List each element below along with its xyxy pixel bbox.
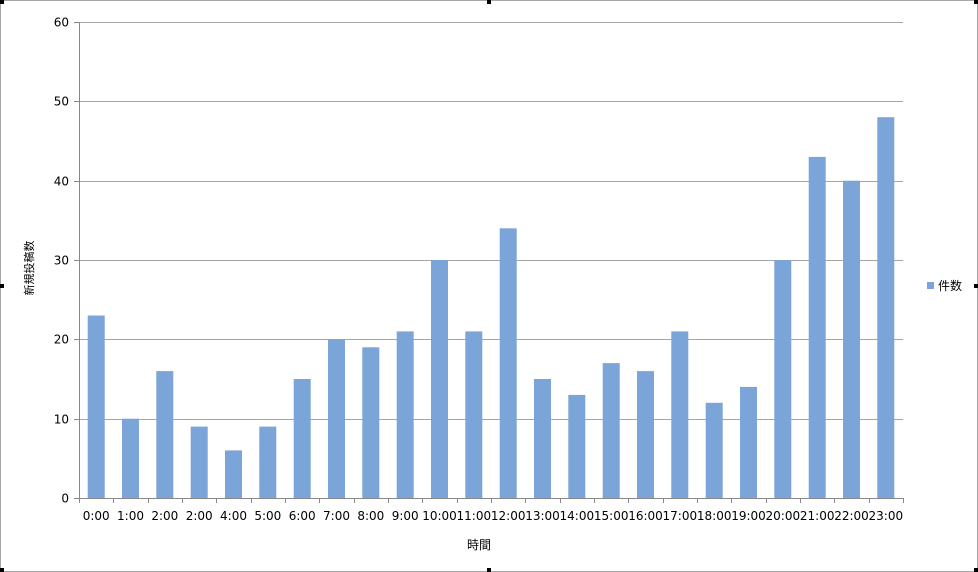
bar [225,450,242,498]
bar [499,228,517,499]
bar [122,418,139,498]
resize-handle-bottom-right[interactable] [974,568,978,572]
axes [79,22,904,503]
bar [156,371,174,498]
y-tick-label: 0 [61,492,69,506]
y-tick-label: 60 [54,16,69,30]
x-tick-label: 15:00 [594,509,629,523]
bar [362,347,380,498]
bars [87,117,895,499]
legend-swatch [927,282,934,289]
x-tick-label: 14:00 [560,509,595,523]
bar [637,371,654,498]
y-axis-title: 新規投稿数 [22,241,36,296]
x-tick-label: 23:00 [869,509,904,523]
x-axis-title: 時間 [467,538,491,552]
x-tick-label: 1:00 [117,509,144,523]
legend-label: 件数 [938,278,962,293]
bar [87,315,105,498]
resize-handle-middle-right[interactable] [974,284,978,288]
bar [431,260,448,498]
bar [740,386,757,498]
y-tick-label: 50 [54,95,69,109]
x-tick-label: 6:00 [289,509,316,523]
x-tick-label: 8:00 [357,509,384,523]
gridlines [74,22,903,499]
bar [190,426,208,498]
bar [602,363,620,498]
resize-handle-top-center[interactable] [487,0,491,4]
bar [774,260,792,498]
x-tick-label: 19:00 [731,509,766,523]
x-tick-label: 12:00 [491,509,526,523]
resize-handle-top-right[interactable] [974,0,978,4]
x-tick-label: 13:00 [525,509,560,523]
y-tick-label: 40 [54,175,69,189]
x-tick-labels: 0:00 1:00 2:00 2:00 4:00 5:00 6:00 7:00 8:00 9:00… [83,509,903,523]
bar [396,331,414,498]
x-tick-label: 22:00 [834,509,869,523]
x-tick-label: 2:00 [186,509,213,523]
legend: 件数 [927,278,962,293]
bar [808,156,826,498]
y-tick-labels: 0 10 20 30 40 50 60 [54,16,69,506]
x-tick-label: 20:00 [766,509,801,523]
x-tick-label: 9:00 [392,509,419,523]
x-tick-label: 2:00 [151,509,178,523]
x-tick-label: 21:00 [800,509,835,523]
bar [877,117,895,498]
resize-handle-top-left[interactable] [0,0,4,4]
x-tick-label: 0:00 [83,509,110,523]
resize-handle-middle-left[interactable] [0,284,4,288]
resize-handle-bottom-center[interactable] [487,568,491,572]
x-tick-label: 4:00 [220,509,247,523]
x-tick-label: 5:00 [254,509,281,523]
bar [705,402,723,498]
bar [843,180,860,498]
bar [328,339,345,498]
x-tick-label: 10:00 [422,509,457,523]
x-tick-label: 11:00 [457,509,492,523]
bar [671,331,689,498]
y-tick-label: 20 [54,333,69,347]
x-tick-label: 16:00 [628,509,663,523]
y-tick-label: 10 [54,413,69,427]
x-tick-label: 18:00 [697,509,732,523]
bar [534,379,551,498]
y-tick-label: 30 [54,254,69,268]
x-tick-label: 17:00 [663,509,698,523]
bar [259,426,277,498]
resize-handle-bottom-left[interactable] [0,568,4,572]
bar [568,394,586,498]
x-tick-label: 7:00 [323,509,350,523]
bar [465,331,483,498]
bar [293,379,311,498]
